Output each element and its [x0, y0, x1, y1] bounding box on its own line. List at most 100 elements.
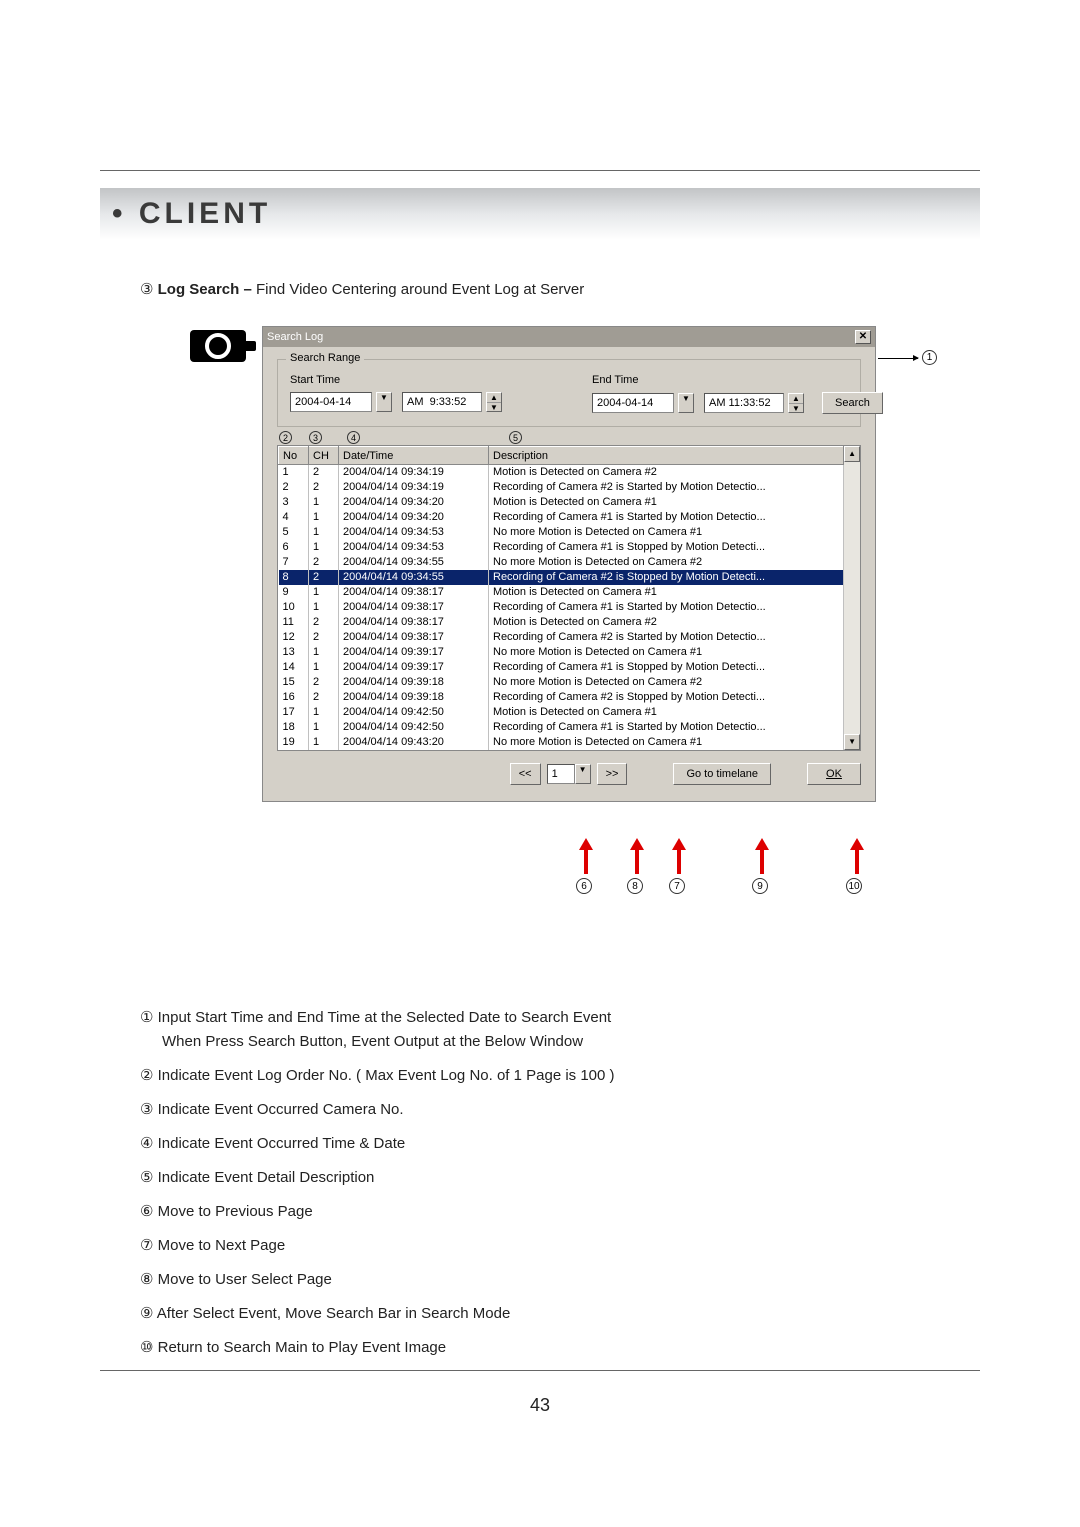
- close-button[interactable]: ✕: [855, 330, 871, 344]
- table-cell: 2004/04/14 09:43:20: [339, 735, 489, 750]
- table-cell: Motion is Detected on Camera #2: [489, 615, 844, 630]
- table-cell: 18: [279, 720, 309, 735]
- note-item: ⑦ Move to Next Page: [140, 1234, 980, 1258]
- note-item: ⑧ Move to User Select Page: [140, 1268, 980, 1292]
- table-row[interactable]: 1712004/04/14 09:42:50Motion is Detected…: [279, 705, 844, 720]
- end-date-dropdown[interactable]: ▼: [678, 393, 694, 413]
- note-item: ③ Indicate Event Occurred Camera No.: [140, 1098, 980, 1122]
- table-cell: 17: [279, 705, 309, 720]
- ok-button[interactable]: OK: [807, 763, 861, 785]
- notes-list: ① Input Start Time and End Time at the S…: [140, 1006, 980, 1360]
- table-cell: 1: [309, 705, 339, 720]
- note-item: ⑨ After Select Event, Move Search Bar in…: [140, 1302, 980, 1326]
- table-cell: 2004/04/14 09:34:20: [339, 495, 489, 510]
- column-markers: 2 3 4 5: [277, 431, 861, 445]
- table-scrollbar[interactable]: ▲ ▼: [844, 446, 860, 750]
- table-cell: 16: [279, 690, 309, 705]
- table-row[interactable]: 1622004/04/14 09:39:18Recording of Camer…: [279, 690, 844, 705]
- goto-timelane-button[interactable]: Go to timelane: [673, 763, 771, 785]
- table-cell: No more Motion is Detected on Camera #1: [489, 735, 844, 750]
- table-cell: 6: [279, 540, 309, 555]
- table-cell: Recording of Camera #2 is Stopped by Mot…: [489, 690, 844, 705]
- end-date-input[interactable]: [592, 393, 674, 413]
- log-table[interactable]: No CH Date/Time Description 122004/04/14…: [278, 446, 844, 750]
- scroll-track[interactable]: [844, 462, 860, 734]
- table-cell: 2: [309, 570, 339, 585]
- titlebar: Search Log ✕: [263, 327, 875, 347]
- table-cell: 2004/04/14 09:34:55: [339, 555, 489, 570]
- table-row[interactable]: 612004/04/14 09:34:53Recording of Camera…: [279, 540, 844, 555]
- table-row[interactable]: 1222004/04/14 09:38:17Recording of Camer…: [279, 630, 844, 645]
- table-cell: 14: [279, 660, 309, 675]
- table-row[interactable]: 1912004/04/14 09:43:20No more Motion is …: [279, 735, 844, 750]
- table-row[interactable]: 822004/04/14 09:34:55Recording of Camera…: [279, 570, 844, 585]
- table-cell: Recording of Camera #2 is Started by Mot…: [489, 630, 844, 645]
- end-time-spinner[interactable]: ▲▼: [788, 393, 804, 413]
- callout-6: 6: [576, 878, 592, 894]
- table-cell: No more Motion is Detected on Camera #2: [489, 555, 844, 570]
- table-row[interactable]: 1012004/04/14 09:38:17Recording of Camer…: [279, 600, 844, 615]
- table-row[interactable]: 1812004/04/14 09:42:50Recording of Camer…: [279, 720, 844, 735]
- table-row[interactable]: 1312004/04/14 09:39:17No more Motion is …: [279, 645, 844, 660]
- table-row[interactable]: 512004/04/14 09:34:53No more Motion is D…: [279, 525, 844, 540]
- table-row[interactable]: 912004/04/14 09:38:17Motion is Detected …: [279, 585, 844, 600]
- end-time-input[interactable]: [704, 393, 784, 413]
- camera-icon: [190, 330, 246, 362]
- table-cell: 4: [279, 510, 309, 525]
- section-header: • CLIENT: [100, 188, 980, 240]
- page-select-dropdown[interactable]: ▼: [575, 764, 591, 784]
- table-cell: 1: [309, 645, 339, 660]
- prev-page-button[interactable]: <<: [510, 763, 541, 785]
- table-cell: 2004/04/14 09:34:19: [339, 465, 489, 480]
- table-row[interactable]: 1522004/04/14 09:39:18No more Motion is …: [279, 675, 844, 690]
- callout-arrow-1: [878, 358, 918, 359]
- table-cell: 2: [309, 465, 339, 480]
- col-dt-header[interactable]: Date/Time: [339, 447, 489, 465]
- table-row[interactable]: 122004/04/14 09:34:19Motion is Detected …: [279, 465, 844, 480]
- col-ch-header[interactable]: CH: [309, 447, 339, 465]
- table-cell: 12: [279, 630, 309, 645]
- table-row[interactable]: 222004/04/14 09:34:19Recording of Camera…: [279, 480, 844, 495]
- table-cell: 13: [279, 645, 309, 660]
- table-cell: 2004/04/14 09:38:17: [339, 615, 489, 630]
- table-row[interactable]: 312004/04/14 09:34:20Motion is Detected …: [279, 495, 844, 510]
- table-cell: 2004/04/14 09:34:53: [339, 540, 489, 555]
- note-item: ① Input Start Time and End Time at the S…: [140, 1006, 980, 1054]
- note-item: ⑤ Indicate Event Detail Description: [140, 1166, 980, 1190]
- search-log-window: Search Log ✕ Search Range Start Time ▼ ▲…: [262, 326, 876, 802]
- table-cell: 1: [309, 660, 339, 675]
- start-time-input[interactable]: [402, 392, 482, 412]
- scroll-down-button[interactable]: ▼: [844, 734, 860, 750]
- note-item: ⑩ Return to Search Main to Play Event Im…: [140, 1336, 980, 1360]
- table-cell: 5: [279, 525, 309, 540]
- col-desc-header[interactable]: Description: [489, 447, 844, 465]
- window-title: Search Log: [267, 331, 323, 343]
- table-cell: 2004/04/14 09:34:19: [339, 480, 489, 495]
- table-cell: 19: [279, 735, 309, 750]
- table-row[interactable]: 1122004/04/14 09:38:17Motion is Detected…: [279, 615, 844, 630]
- callout-10: 10: [846, 878, 862, 894]
- table-cell: 8: [279, 570, 309, 585]
- start-time-spinner[interactable]: ▲▼: [486, 392, 502, 412]
- table-row[interactable]: 1412004/04/14 09:39:17Recording of Camer…: [279, 660, 844, 675]
- start-date-input[interactable]: [290, 392, 372, 412]
- scroll-up-button[interactable]: ▲: [844, 446, 860, 462]
- subheading: ③ Log Search – Find Video Centering arou…: [140, 280, 980, 298]
- start-time-label: Start Time: [290, 374, 502, 386]
- next-page-button[interactable]: >>: [597, 763, 628, 785]
- table-cell: 2004/04/14 09:34:20: [339, 510, 489, 525]
- col-no-header[interactable]: No: [279, 447, 309, 465]
- table-cell: 1: [279, 465, 309, 480]
- table-row[interactable]: 412004/04/14 09:34:20Recording of Camera…: [279, 510, 844, 525]
- start-date-dropdown[interactable]: ▼: [376, 392, 392, 412]
- table-cell: Recording of Camera #1 is Started by Mot…: [489, 600, 844, 615]
- table-cell: Recording of Camera #1 is Stopped by Mot…: [489, 540, 844, 555]
- table-cell: 2: [309, 555, 339, 570]
- table-cell: Recording of Camera #1 is Started by Mot…: [489, 510, 844, 525]
- table-cell: 7: [279, 555, 309, 570]
- callout-7: 7: [669, 878, 685, 894]
- search-button[interactable]: Search: [822, 392, 883, 414]
- table-row[interactable]: 722004/04/14 09:34:55No more Motion is D…: [279, 555, 844, 570]
- section-title: • CLIENT: [112, 197, 271, 231]
- page-select-input[interactable]: [547, 764, 575, 784]
